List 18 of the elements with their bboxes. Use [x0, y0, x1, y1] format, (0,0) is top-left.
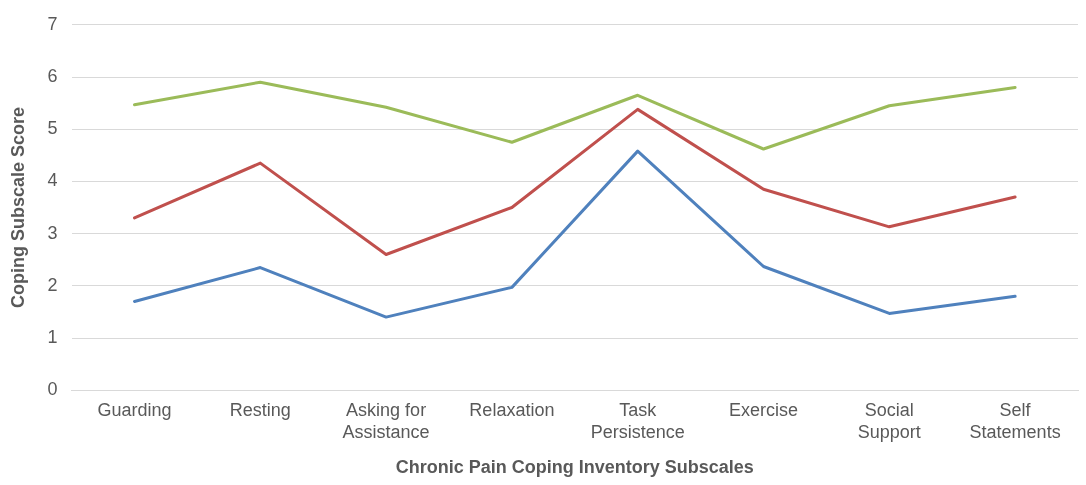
x-tick-label: Relaxation [469, 399, 555, 420]
x-tick-label: Asking for Assistance [342, 399, 430, 442]
y-tick-label: 6 [47, 65, 58, 86]
y-tick-label: 3 [47, 222, 58, 243]
y-axis-title: Coping Subscale Score [7, 106, 28, 309]
y-tick-label: 5 [47, 118, 58, 139]
x-tick-label: Guarding [97, 399, 172, 420]
y-tick-label: 0 [47, 379, 58, 400]
y-tick-label: 4 [47, 170, 58, 191]
x-tick-label: Exercise [728, 399, 799, 420]
y-tick-label: 7 [47, 13, 58, 34]
x-axis-title: Chronic Pain Coping Inventory Subscales [395, 457, 754, 478]
y-tick-label: 2 [47, 274, 58, 295]
y-tick-label: 1 [47, 326, 58, 347]
x-tick-label: Self Statements [969, 399, 1061, 442]
x-tick-label: Task Persistence [590, 399, 685, 442]
x-tick-label: Social Support [857, 399, 921, 442]
x-tick-label: Resting [229, 399, 291, 420]
